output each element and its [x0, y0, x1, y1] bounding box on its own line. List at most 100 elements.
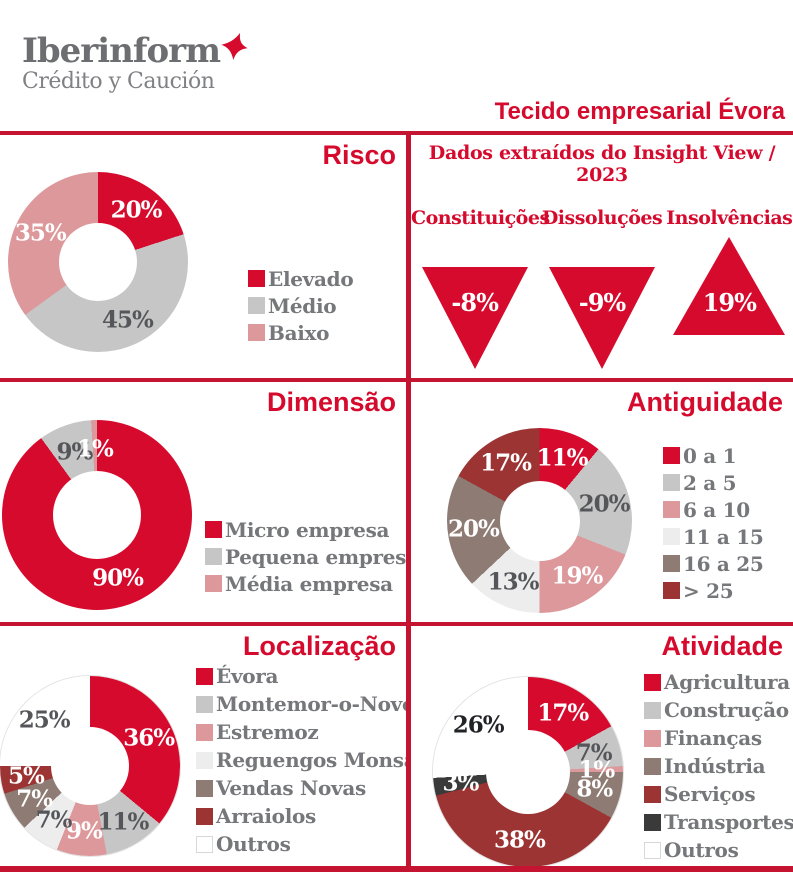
legend-item: Agricultura	[644, 668, 793, 696]
legend-label: Micro empresa	[225, 517, 390, 542]
legend-label: 11 a 15	[683, 524, 764, 549]
legend-swatch	[663, 582, 680, 599]
slice-label: 35%	[14, 219, 67, 247]
legend-item: Serviços	[644, 780, 793, 808]
grid-line-horizontal	[0, 866, 793, 872]
donut-hole	[53, 471, 141, 559]
page-title: Tecido empresarial Évora	[494, 98, 785, 125]
slice-label: 1%	[578, 756, 615, 784]
legend-swatch	[644, 673, 661, 691]
legend-label: Baixo	[268, 320, 330, 345]
legend-label: Évora	[216, 664, 279, 688]
legend-item: Finanças	[644, 724, 793, 752]
legend-item: Montemor-o-Novo	[196, 690, 450, 718]
legend-swatch	[196, 779, 213, 797]
legend-swatch	[196, 667, 213, 685]
slice-label: 20%	[578, 490, 631, 518]
indicator-label: Dissoluções	[541, 207, 663, 229]
slice-label: 20%	[447, 515, 500, 543]
legend-item: Indústria	[644, 752, 793, 780]
legend-item: Construção	[644, 696, 793, 724]
legend-swatch	[248, 324, 265, 341]
legend-item: Évora	[196, 662, 450, 690]
indicator-row: Constituições -8% Dissoluções -9% Insolv…	[411, 135, 793, 378]
legend-label: Indústria	[664, 754, 766, 778]
triangle-down-icon	[421, 267, 528, 369]
legend-swatch	[644, 785, 661, 803]
legend-item: Pequena empresa	[205, 543, 419, 570]
grid-line-horizontal	[0, 378, 793, 382]
legend-item: Vendas Novas	[196, 774, 450, 802]
indicators-panel: Dados extraídos do Insight View / 2023 C…	[411, 135, 793, 378]
legend-swatch	[644, 729, 661, 747]
legend-label: Média empresa	[225, 571, 393, 596]
slice-label: 9%	[65, 817, 103, 844]
donut-hole	[499, 480, 580, 561]
legend-item: Transportes	[644, 808, 793, 836]
indicator-label: Constituições	[411, 207, 550, 229]
legend-swatch	[196, 807, 213, 825]
header-panel: Iberinform Crédito y Caución Tecido empr…	[0, 0, 793, 131]
legend-item: Outros	[196, 830, 450, 858]
slice-label: 3%	[442, 769, 480, 797]
risco-donut-chart: 20% 45% 35%	[8, 172, 188, 352]
legend-label: > 25	[683, 578, 734, 603]
indicator-insolvencias: Insolvências 19%	[666, 135, 793, 378]
legend-item: > 25	[663, 577, 763, 604]
slice-label: 17%	[537, 699, 589, 727]
localizacao-panel: Localização 36% 11% 9% 7% 7% 5% 25% Évora Monte…	[0, 626, 451, 866]
legend-item: 2 a 5	[663, 469, 763, 496]
legend-item: Estremoz	[196, 718, 450, 746]
slice-label: 5%	[8, 762, 45, 790]
indicator-constituicoes: Constituições -8%	[411, 135, 550, 378]
legend-item: Baixo	[248, 319, 353, 346]
legend-label: Montemor-o-Novo	[216, 692, 416, 716]
legend-swatch	[205, 521, 222, 538]
legend-item: Outros	[644, 836, 793, 864]
slice-label: 90%	[92, 564, 144, 592]
legend-label: 2 a 5	[683, 470, 737, 495]
legend-label: 16 a 25	[683, 551, 764, 576]
slice-label: 45%	[101, 306, 154, 334]
legend-item: Elevado	[248, 265, 354, 292]
iberinform-logo: Iberinform Crédito y Caución	[22, 31, 248, 96]
logo-tagline: Crédito y Caución	[22, 69, 215, 94]
slice-label: 26%	[452, 711, 505, 739]
triangle-down-icon	[548, 267, 655, 369]
legend-item: 16 a 25	[663, 550, 764, 577]
legend-label: Construção	[664, 698, 789, 722]
donut-hole	[59, 223, 137, 301]
legend-label: Pequena empresa	[225, 544, 419, 569]
legend-swatch	[663, 528, 680, 545]
indicator-value: -9%	[578, 288, 626, 317]
legend-label: Estremoz	[216, 720, 319, 744]
legend-item: Médio	[248, 292, 353, 319]
grid-line-horizontal	[0, 622, 793, 626]
atividade-title: Atividade	[661, 631, 783, 661]
legend-item: 0 a 1	[663, 442, 763, 469]
legend-item: Arraiolos	[196, 802, 450, 830]
legend-item: Micro empresa	[205, 516, 419, 543]
legend-swatch	[663, 447, 680, 464]
logo-brand-name: Iberinform	[22, 31, 221, 71]
indicator-dissolucoes: Dissoluções -9%	[538, 135, 665, 378]
antiguidade-donut-chart: 11% 20% 19% 13% 20% 17%	[447, 428, 632, 613]
slice-label: 17%	[480, 449, 532, 477]
triangle-up-icon	[673, 237, 786, 335]
legend-swatch	[205, 575, 222, 592]
legend-swatch	[644, 701, 661, 719]
dimensao-title: Dimensão	[266, 387, 396, 417]
indicator-label: Insolvências	[666, 207, 793, 229]
slice-label: 36%	[123, 724, 175, 752]
slice-label: 7%	[35, 806, 73, 834]
legend-item: 6 a 10	[663, 496, 763, 523]
data-source-heading: Dados extraídos do Insight View / 2023	[428, 142, 776, 186]
donut-hole	[51, 727, 129, 805]
slice-label: 11%	[536, 444, 589, 472]
logo-mark-icon	[221, 32, 248, 61]
legend-label: Arraiolos	[216, 804, 316, 828]
legend-label: Outros	[216, 832, 291, 856]
slice-label: 13%	[487, 568, 540, 596]
indicator-value: 19%	[702, 288, 757, 317]
